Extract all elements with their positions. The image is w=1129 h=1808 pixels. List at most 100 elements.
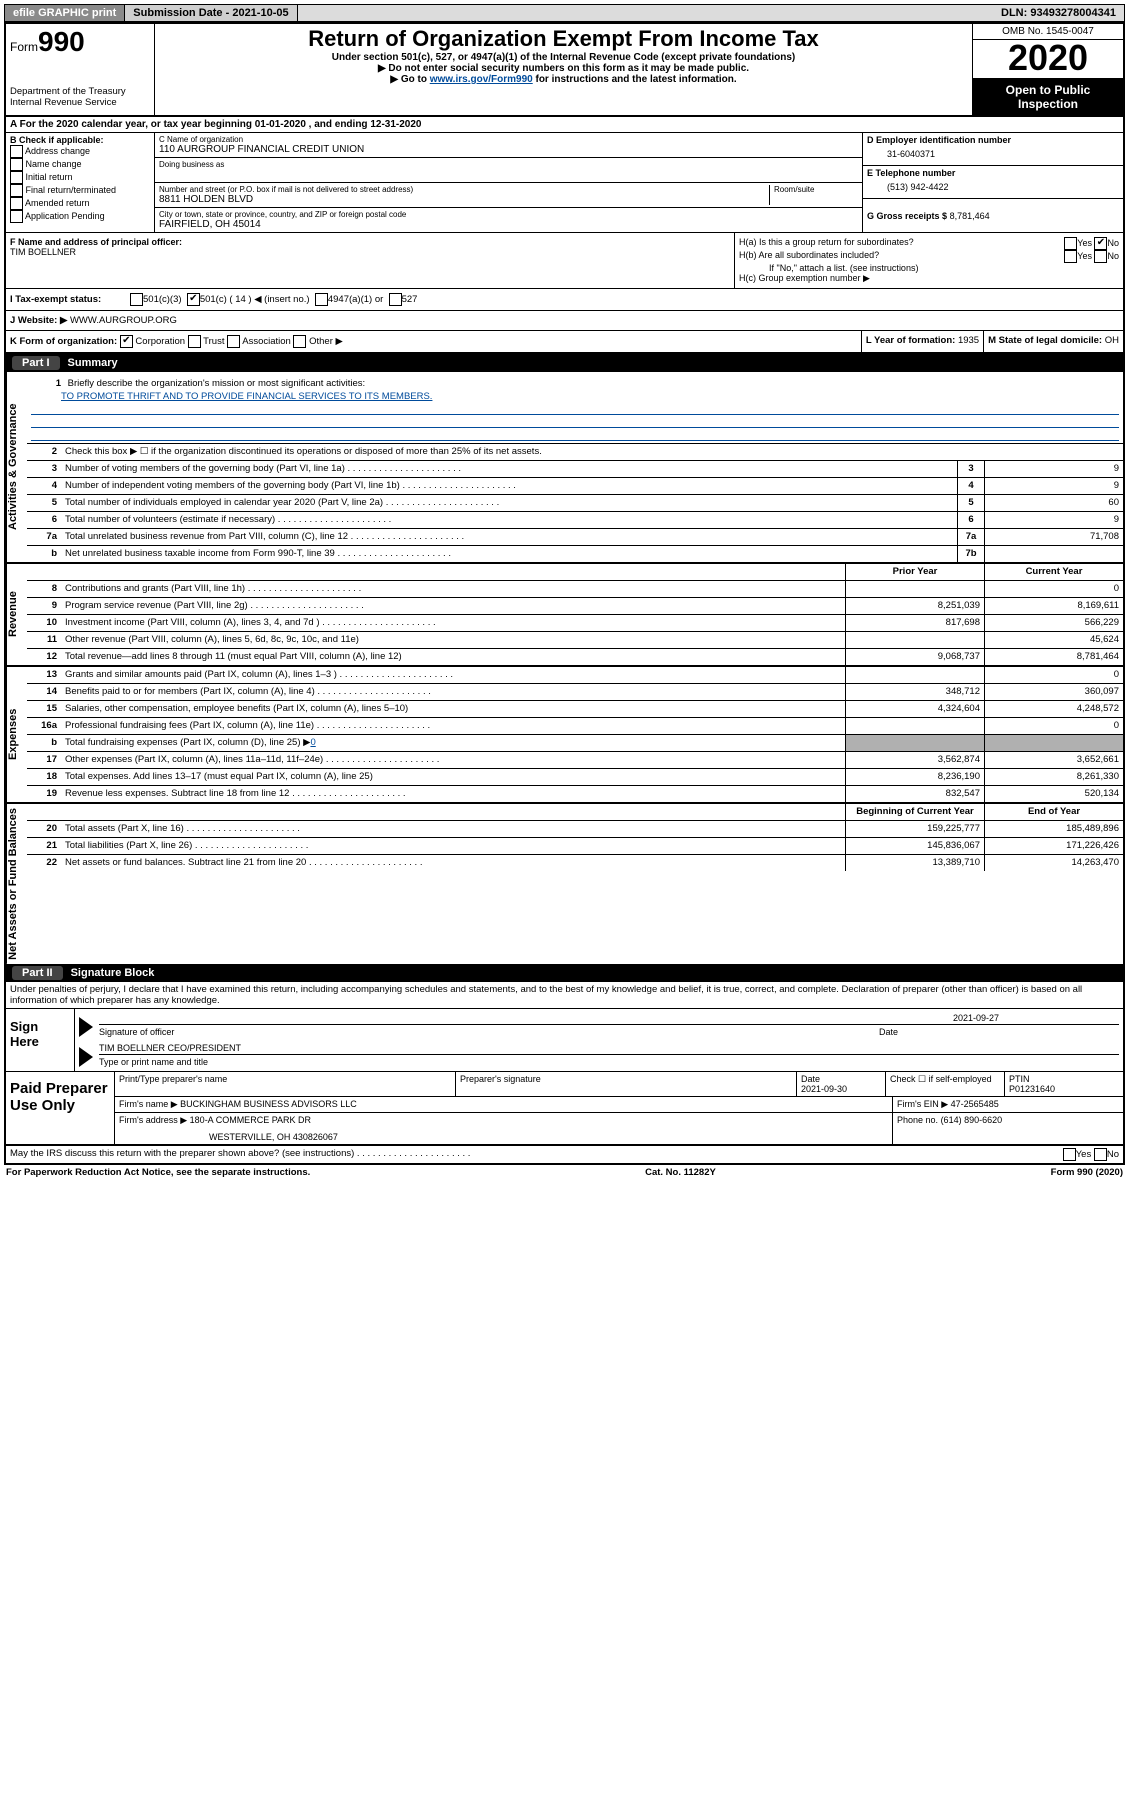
l7b-val — [984, 546, 1123, 562]
k-other: Other ▶ — [309, 336, 343, 347]
ptin-cell: PTINP01231640 — [1005, 1072, 1123, 1096]
c-room-label: Room/suite — [774, 185, 854, 194]
firm-name-cell: Firm's name ▶ BUCKINGHAM BUSINESS ADVISO… — [115, 1097, 893, 1112]
l17-prior: 3,562,874 — [845, 752, 984, 768]
form-container: Form990 Department of the Treasury Inter… — [4, 22, 1125, 1165]
l15-text: Salaries, other compensation, employee b… — [61, 701, 845, 717]
l20-text: Total assets (Part X, line 16) — [61, 821, 845, 837]
i-c14: 501(c) ( 14 ) ◀ (insert no.) — [200, 294, 310, 305]
l-label: L Year of formation: — [866, 335, 955, 346]
note2-pre: ▶ Go to — [390, 74, 429, 85]
chk-assoc[interactable] — [227, 335, 240, 348]
pt-date-cell: Date2021-09-30 — [797, 1072, 886, 1096]
discuss-row: May the IRS discuss this return with the… — [6, 1146, 1123, 1163]
col-c: C Name of organization 110 AURGROUP FINA… — [155, 133, 862, 232]
sig-officer-label: Signature of officer — [99, 1027, 879, 1037]
b-addr-label: Address change — [25, 146, 90, 156]
pt-date: 2021-09-30 — [801, 1084, 847, 1094]
chk-addr[interactable]: Address change — [10, 145, 150, 158]
c-room-cell: Room/suite — [770, 185, 858, 205]
g-gross: 8,781,464 — [950, 211, 990, 221]
chk-trust[interactable] — [188, 335, 201, 348]
chk-discuss-yes[interactable] — [1063, 1148, 1076, 1161]
c-city-label: City or town, state or province, country… — [159, 210, 858, 219]
firm-name-label: Firm's name ▶ — [119, 1099, 178, 1109]
discuss-answer: Yes No — [1063, 1148, 1119, 1161]
l21-text: Total liabilities (Part X, line 26) — [61, 838, 845, 854]
l16b-curr — [984, 735, 1123, 751]
l8-text: Contributions and grants (Part VIII, lin… — [61, 581, 845, 597]
firm-addr-label: Firm's address ▶ — [119, 1115, 187, 1125]
chk-discuss-no[interactable] — [1094, 1148, 1107, 1161]
chk-amend[interactable]: Amended return — [10, 197, 150, 210]
c-city-cell: City or town, state or province, country… — [155, 208, 862, 232]
l7a-text: Total unrelated business revenue from Pa… — [61, 529, 957, 545]
b-init-label: Initial return — [26, 172, 73, 182]
hdr-eoy: End of Year — [984, 804, 1123, 820]
firm-addr-cell: Firm's address ▶ 180-A COMMERCE PARK DRW… — [115, 1113, 893, 1144]
e-phone: (513) 942-4422 — [867, 178, 1119, 196]
part1-num: Part I — [12, 356, 60, 370]
l12-prior: 9,068,737 — [845, 649, 984, 665]
c-street-label: Number and street (or P.O. box if mail i… — [159, 185, 765, 194]
revenue: Revenue Prior YearCurrent Year 8Contribu… — [6, 564, 1123, 667]
l19-curr: 520,134 — [984, 786, 1123, 802]
c-name-cell: C Name of organization 110 AURGROUP FINA… — [155, 133, 862, 158]
k-assoc: Association — [242, 336, 291, 347]
chk-corp[interactable]: ✔ — [120, 335, 133, 348]
c-name: 110 AURGROUP FINANCIAL CREDIT UNION — [159, 144, 858, 155]
l12-curr: 8,781,464 — [984, 649, 1123, 665]
open-inspection: Open to Public Inspection — [973, 79, 1123, 115]
firm-name: BUCKINGHAM BUSINESS ADVISORS LLC — [180, 1099, 357, 1109]
l10-prior: 817,698 — [845, 615, 984, 631]
sig-arrow-icon-2 — [79, 1047, 93, 1067]
ptin-label: PTIN — [1009, 1074, 1030, 1084]
chk-501c3[interactable] — [130, 293, 143, 306]
chk-final[interactable]: Final return/terminated — [10, 184, 150, 197]
d-cell: D Employer identification number 31-6040… — [863, 133, 1123, 166]
row-j: J Website: ▶ WWW.AURGROUP.ORG — [6, 311, 1123, 331]
l-col: L Year of formation: 1935 — [861, 331, 983, 352]
i-4947: 4947(a)(1) or — [328, 294, 383, 305]
firm-addr1: 180-A COMMERCE PARK DR — [190, 1115, 311, 1125]
l22-end: 14,263,470 — [984, 855, 1123, 871]
chk-527[interactable] — [389, 293, 402, 306]
l8-prior — [845, 581, 984, 597]
d-label: D Employer identification number — [867, 135, 1119, 145]
chk-app[interactable]: Application Pending — [10, 210, 150, 223]
expenses: Expenses 13Grants and similar amounts pa… — [6, 667, 1123, 804]
chk-other[interactable] — [293, 335, 306, 348]
hb-note: If "No," attach a list. (see instruction… — [739, 263, 1119, 273]
l8-curr: 0 — [984, 581, 1123, 597]
discuss-text: May the IRS discuss this return with the… — [10, 1148, 1063, 1161]
chk-4947[interactable] — [315, 293, 328, 306]
k-trust: Trust — [203, 336, 224, 347]
vlabel-expenses: Expenses — [6, 667, 27, 802]
dept-irs: Internal Revenue Service — [10, 97, 150, 108]
hb-yes: Yes — [1077, 251, 1092, 261]
g-label: G Gross receipts $ — [867, 211, 947, 221]
chk-init[interactable]: Initial return — [10, 171, 150, 184]
l16a-curr: 0 — [984, 718, 1123, 734]
e-cell: E Telephone number (513) 942-4422 — [863, 166, 1123, 199]
firm-phone-cell: Phone no. (614) 890-6620 — [893, 1113, 1123, 1144]
note2-post: for instructions and the latest informat… — [533, 74, 737, 85]
l12-text: Total revenue—add lines 8 through 11 (mu… — [61, 649, 845, 665]
chk-name[interactable]: Name change — [10, 158, 150, 171]
note-ssn: ▶ Do not enter social security numbers o… — [161, 63, 966, 74]
part2-title: Signature Block — [71, 967, 155, 979]
ha-no: No — [1107, 238, 1119, 248]
i-label: I Tax-exempt status: — [10, 294, 130, 305]
form-num: 990 — [38, 26, 85, 57]
efile-btn[interactable]: efile GRAPHIC print — [5, 5, 125, 21]
l16b-prior — [845, 735, 984, 751]
sub-date-label: Submission Date - — [133, 7, 229, 19]
k-corp: Corporation — [135, 336, 185, 347]
chk-501c[interactable]: ✔ — [187, 293, 200, 306]
footer: For Paperwork Reduction Act Notice, see … — [4, 1165, 1125, 1180]
c-street: 8811 HOLDEN BLVD — [159, 194, 765, 205]
row-a-period: A For the 2020 calendar year, or tax yea… — [6, 117, 1123, 133]
footer-left: For Paperwork Reduction Act Notice, see … — [6, 1167, 310, 1178]
irs-link[interactable]: www.irs.gov/Form990 — [430, 74, 533, 85]
part2-num: Part II — [12, 966, 63, 980]
